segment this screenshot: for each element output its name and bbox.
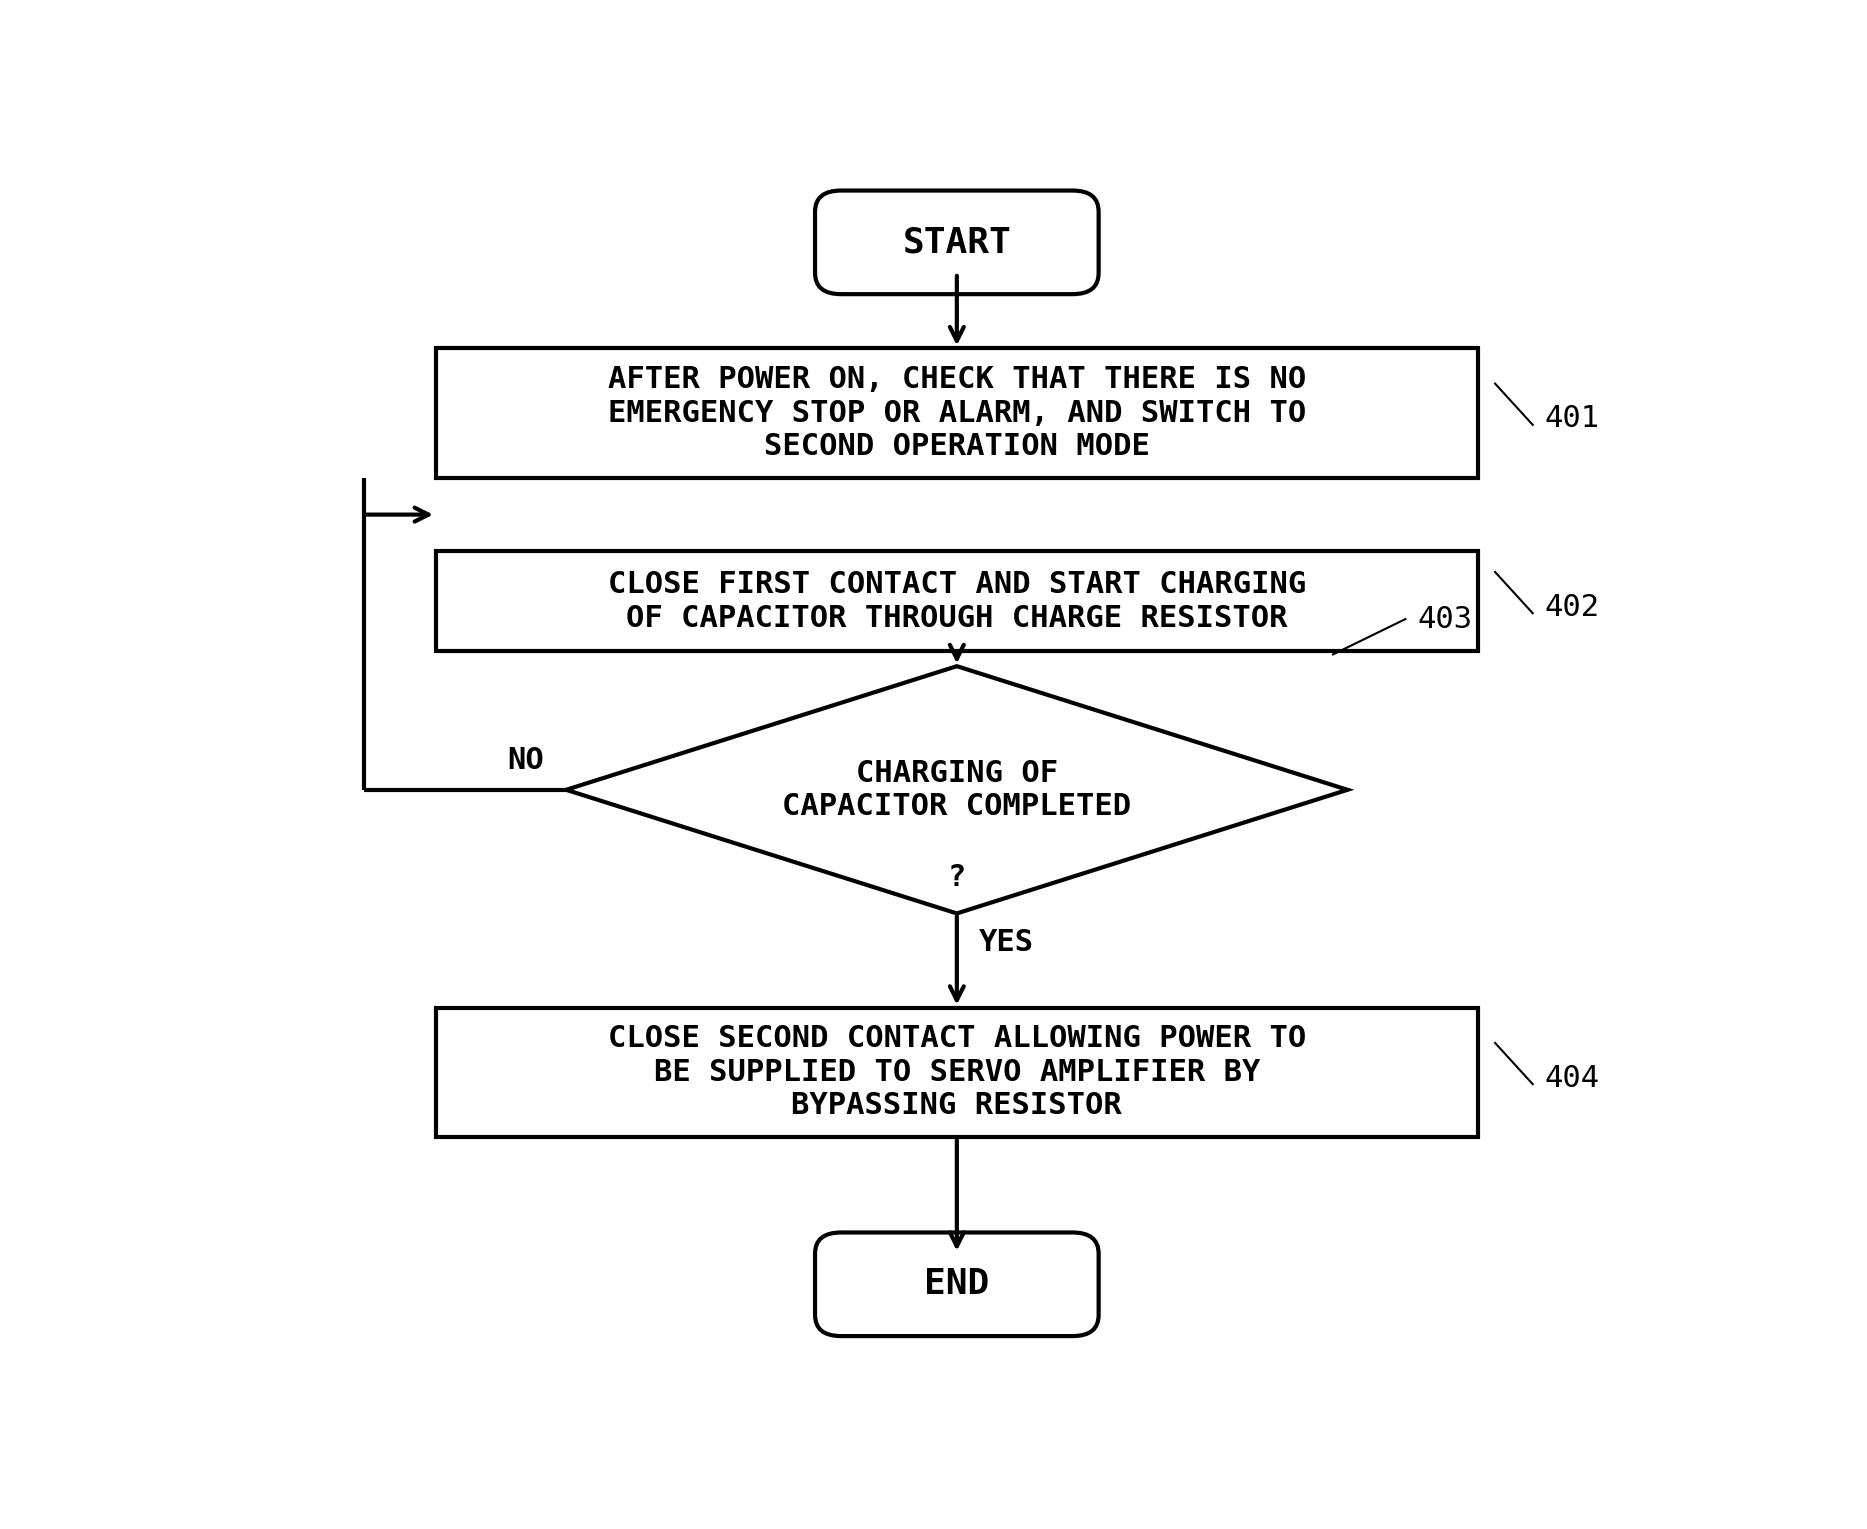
Text: 402: 402 <box>1544 593 1600 622</box>
Bar <box>437 349 1479 477</box>
Text: 401: 401 <box>1544 405 1600 433</box>
Bar <box>437 552 1479 651</box>
Polygon shape <box>566 667 1348 913</box>
Text: AFTER POWER ON, CHECK THAT THERE IS NO
EMERGENCY STOP OR ALARM, AND SWITCH TO
SE: AFTER POWER ON, CHECK THAT THERE IS NO E… <box>609 365 1305 462</box>
Text: 404: 404 <box>1544 1064 1600 1093</box>
Text: NO: NO <box>508 746 545 775</box>
Text: YES: YES <box>978 928 1034 957</box>
Text: CHARGING OF
CAPACITOR COMPLETED: CHARGING OF CAPACITOR COMPLETED <box>782 758 1131 821</box>
FancyBboxPatch shape <box>816 1232 1098 1336</box>
Text: ?: ? <box>948 864 965 893</box>
Text: CLOSE FIRST CONTACT AND START CHARGING
OF CAPACITOR THROUGH CHARGE RESISTOR: CLOSE FIRST CONTACT AND START CHARGING O… <box>609 570 1305 633</box>
Text: END: END <box>924 1268 990 1301</box>
Text: START: START <box>902 225 1012 260</box>
FancyBboxPatch shape <box>816 191 1098 294</box>
Text: CLOSE SECOND CONTACT ALLOWING POWER TO
BE SUPPLIED TO SERVO AMPLIFIER BY
BYPASSI: CLOSE SECOND CONTACT ALLOWING POWER TO B… <box>609 1024 1305 1121</box>
Text: 403: 403 <box>1417 604 1471 633</box>
Bar <box>437 1008 1479 1138</box>
